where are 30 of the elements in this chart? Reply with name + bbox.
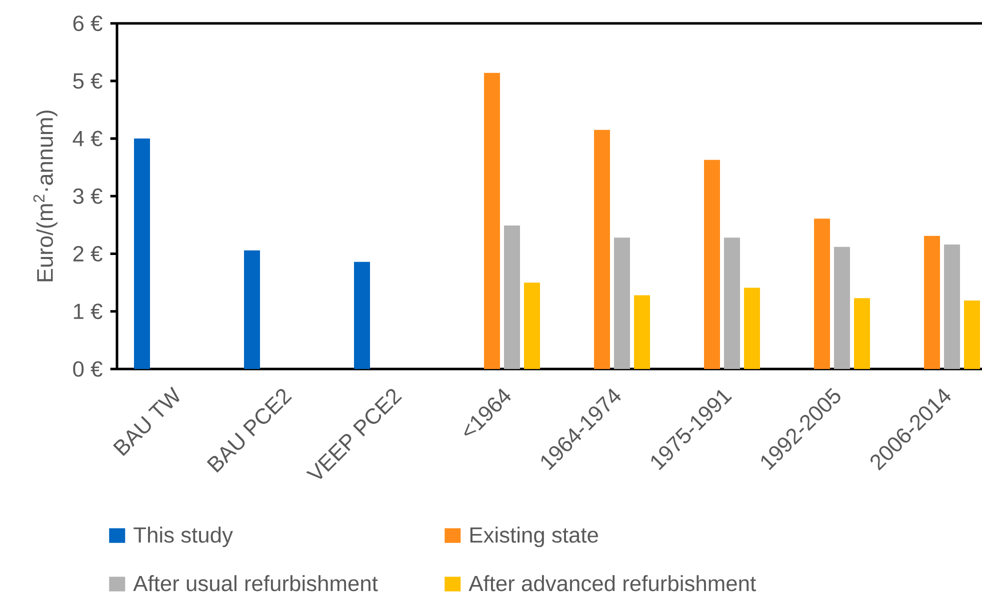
y-tick-label: 4 € <box>72 130 102 146</box>
bar <box>704 160 720 369</box>
bar <box>964 300 980 369</box>
bar <box>504 226 520 369</box>
legend-label: After usual refurbishment <box>133 575 378 592</box>
bar <box>484 72 500 369</box>
bar <box>854 298 870 369</box>
bar <box>134 138 150 369</box>
bar <box>924 236 940 369</box>
bar <box>594 130 610 369</box>
bar <box>634 295 650 369</box>
y-tick-label: 6 € <box>73 16 102 32</box>
bar <box>814 218 830 369</box>
bar <box>614 238 630 369</box>
y-tick-label: 0 € <box>73 361 102 377</box>
y-tick-label: 5 € <box>73 73 102 89</box>
bar <box>944 244 960 369</box>
y-tick-label: 3 € <box>73 188 102 204</box>
bar <box>724 238 740 369</box>
y-axis-title: Euro/(m$^{2}$·annum) <box>33 110 58 282</box>
bar <box>524 282 540 369</box>
y-tick-label: 2 € <box>73 246 102 262</box>
y-tick-label: 1 € <box>74 304 102 320</box>
bar <box>354 262 370 369</box>
legend-label: This study <box>134 526 233 548</box>
legend-label: After advanced refurbishment <box>468 575 756 592</box>
bar <box>744 288 760 369</box>
bar <box>834 246 850 369</box>
legend-label: Existing state <box>470 526 598 548</box>
bar <box>244 250 260 369</box>
